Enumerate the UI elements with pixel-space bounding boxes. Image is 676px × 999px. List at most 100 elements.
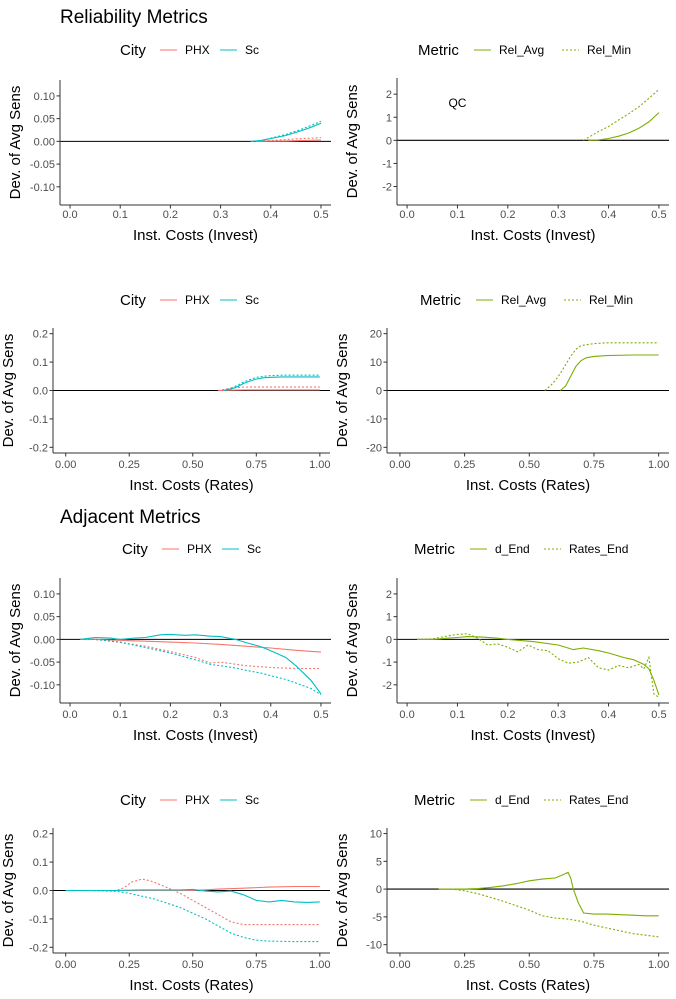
- legend-title: Metric: [414, 792, 455, 809]
- legend-label: PHX: [185, 793, 210, 807]
- x-tick-label: 0.1: [113, 209, 128, 221]
- y-tick-label: -1: [382, 158, 392, 170]
- x-tick-label: 0.1: [113, 709, 128, 721]
- x-tick-label: 0.25: [454, 959, 475, 971]
- y-tick-label: 2: [386, 589, 392, 601]
- series-line-sc-dotted: [65, 889, 320, 943]
- section-title-reliability: Reliability Metrics: [60, 7, 208, 28]
- x-tick-label: 1.00: [309, 959, 330, 971]
- y-tick-label: -20: [366, 442, 382, 454]
- x-axis-title: Inst. Costs (Invest): [470, 227, 595, 244]
- y-tick-label: 0.0: [33, 886, 48, 898]
- y-tick-label: 0.1: [33, 857, 48, 869]
- series-line-rel-avg-solid: [559, 354, 659, 391]
- series-line-phx-dotted: [65, 878, 320, 926]
- legend-label: Rel_Min: [587, 43, 631, 57]
- chart-panel-adjacent-invest-city: 0.0 0.1 0.2 0.3 0.4 0.5 -0.10 -0.05 0.00 0.05 0.10…: [7, 541, 331, 744]
- y-tick-label: -0.10: [30, 680, 55, 692]
- series-line-phx-solid: [80, 638, 322, 653]
- x-tick-label: 1.00: [309, 459, 330, 471]
- x-tick-label: 0.00: [389, 459, 410, 471]
- x-tick-label: 0.75: [246, 459, 267, 471]
- legend: City PHX Sc: [120, 42, 259, 59]
- y-tick-label: 0.10: [34, 589, 55, 601]
- y-tick-label: 20: [370, 329, 382, 341]
- series-line-phx-solid: [255, 139, 322, 142]
- y-tick-label: 0: [386, 634, 392, 646]
- y-tick-label: 0.2: [33, 829, 48, 841]
- x-tick-label: 0.5: [313, 709, 328, 721]
- x-tick-label: 0.5: [651, 709, 666, 721]
- y-tick-label: 10: [370, 357, 382, 369]
- x-tick-label: 0.25: [119, 459, 140, 471]
- legend-label: PHX: [185, 43, 210, 57]
- legend-title: Metric: [414, 541, 455, 558]
- y-tick-label: -10: [366, 940, 382, 952]
- y-tick-label: -0.2: [29, 442, 48, 454]
- series-line-phx-dotted: [218, 386, 320, 392]
- y-axis-title: Dev. of Avg Sens: [334, 834, 351, 948]
- legend-title: City: [122, 541, 148, 558]
- legend-label: Rel_Avg: [501, 293, 546, 307]
- x-axis-title: Inst. Costs (Invest): [470, 727, 595, 744]
- x-tick-label: 0.0: [62, 709, 77, 721]
- series-line-rates-end-dotted: [417, 633, 660, 698]
- x-tick-label: 0.75: [583, 959, 604, 971]
- annotation-label: QC: [448, 96, 466, 110]
- x-tick-label: 0.25: [119, 959, 140, 971]
- series-line-rel-min-dotted: [544, 342, 659, 391]
- x-tick-label: 0.00: [55, 459, 76, 471]
- y-tick-label: 0.05: [34, 612, 55, 624]
- y-tick-label: 10: [370, 829, 382, 841]
- legend-label: Sc: [245, 43, 259, 57]
- legend-label: Sc: [247, 542, 261, 556]
- legend-label: d_End: [495, 793, 530, 807]
- x-tick-label: 0.2: [163, 709, 178, 721]
- series-line-d-end-solid: [417, 636, 660, 696]
- y-axis-title: Dev. of Avg Sens: [334, 334, 351, 448]
- legend-title: Metric: [420, 292, 461, 309]
- x-tick-label: 0.5: [313, 209, 328, 221]
- y-axis-title: Dev. of Avg Sens: [0, 334, 17, 448]
- x-tick-label: 0.00: [389, 959, 410, 971]
- x-tick-label: 0.3: [551, 209, 566, 221]
- chart-panel-adjacent-rates-city: 0.00 0.25 0.50 0.75 1.00 -0.2 -0.1 0.0 0.1 0.2 Ins…: [0, 792, 331, 994]
- y-tick-label: 0: [376, 884, 382, 896]
- x-tick-label: 0.2: [500, 709, 515, 721]
- legend-label: Rel_Avg: [499, 43, 544, 57]
- y-tick-label: -0.1: [29, 414, 48, 426]
- chart-panel-reliability-rates-city: 0.00 0.25 0.50 0.75 1.00 -0.2 -0.1 0.0 0.1 0.2 Ins…: [0, 292, 331, 494]
- y-tick-label: 1: [386, 612, 392, 624]
- chart-panel-reliability-rates-metric: 0.00 0.25 0.50 0.75 1.00 -20 -10 0 10 20 Inst. Cos…: [334, 292, 669, 494]
- x-tick-label: 0.4: [263, 709, 278, 721]
- legend: Metric d_End Rates_End: [414, 792, 628, 809]
- y-tick-label: -2: [382, 182, 392, 194]
- chart-panel-adjacent-rates-metric: 0.00 0.25 0.50 0.75 1.00 -10 -5 0 5 10 Inst. Costs…: [334, 792, 669, 994]
- legend-label: Rates_End: [569, 542, 628, 556]
- series-line-phx-solid: [218, 389, 320, 392]
- x-tick-label: 0.4: [263, 209, 278, 221]
- x-tick-label: 0.1: [450, 709, 465, 721]
- x-axis-title: Inst. Costs (Rates): [129, 977, 253, 994]
- y-tick-label: -0.10: [30, 182, 55, 194]
- x-tick-label: 0.50: [182, 959, 203, 971]
- x-axis-title: Inst. Costs (Invest): [133, 727, 258, 744]
- x-tick-label: 0.2: [500, 209, 515, 221]
- x-tick-label: 0.4: [601, 209, 616, 221]
- y-axis-title: Dev. of Avg Sens: [0, 834, 17, 948]
- x-tick-label: 0.25: [454, 459, 475, 471]
- series-line-rel-min-dotted: [583, 89, 660, 141]
- x-tick-label: 0.3: [213, 209, 228, 221]
- legend-label: PHX: [185, 293, 210, 307]
- x-tick-label: 0.0: [399, 209, 414, 221]
- series-line-sc-solid: [80, 633, 322, 695]
- legend-label: PHX: [187, 542, 212, 556]
- y-tick-label: 0.1: [33, 357, 48, 369]
- y-tick-label: -0.2: [29, 942, 48, 954]
- x-tick-label: 0.0: [399, 709, 414, 721]
- legend-label: d_End: [495, 542, 530, 556]
- y-axis-title: Dev. of Avg Sens: [7, 584, 24, 698]
- series-line-sc-solid: [223, 376, 320, 392]
- legend-label: Rates_End: [569, 793, 628, 807]
- legend-label: Sc: [245, 793, 259, 807]
